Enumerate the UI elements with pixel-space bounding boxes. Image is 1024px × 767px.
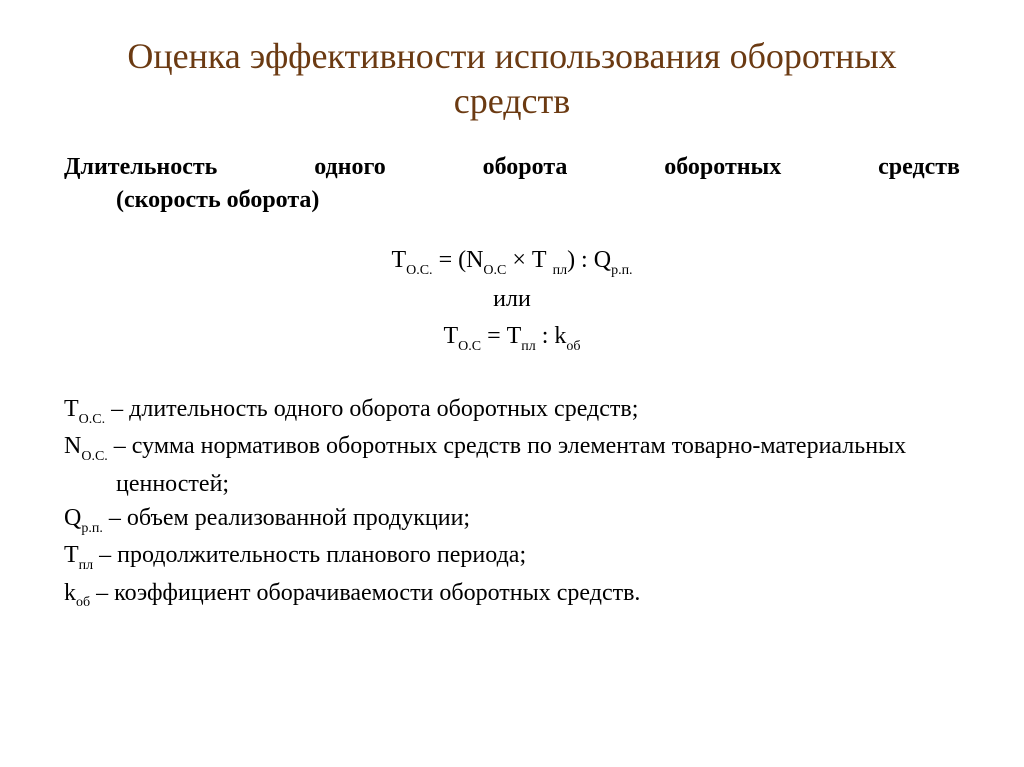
- legend-item-5: kоб – коэффициент оборачиваемости оборот…: [64, 576, 960, 613]
- legend-item-1: ТО.С. – длительность одного оборота обор…: [64, 392, 960, 429]
- l1-text: – длительность одного оборота оборотных …: [105, 396, 638, 422]
- formula-2: ТО.С = Тпл : kоб: [64, 318, 960, 356]
- l3-sub: р.п.: [81, 521, 103, 536]
- f2-eq: = Т: [481, 323, 521, 349]
- formula-1: ТО.С. = (NО.С × Т пл) : Qр.п.: [64, 242, 960, 280]
- l5-base: k: [64, 580, 76, 606]
- legend-item-2: NО.С. – сумма нормативов оборотных средс…: [64, 429, 960, 501]
- l4-sub: пл: [79, 558, 93, 573]
- l4-base: Т: [64, 542, 79, 568]
- l4-text: – продолжительность планового периода;: [93, 542, 526, 568]
- l2-text: – сумма нормативов оборотных средств по …: [108, 433, 906, 496]
- l5-text: – коэффициент оборачиваемости оборотных …: [90, 580, 640, 606]
- l5-sub: об: [76, 595, 90, 610]
- slide-title: Оценка эффективности использования оборо…: [82, 34, 942, 124]
- subtitle-block: Длительность одного оборота оборотных ср…: [64, 152, 960, 214]
- legend-item-3: Qр.п. – объем реализованной продукции;: [64, 501, 960, 538]
- f1-mid: × Т: [506, 247, 552, 273]
- legend-item-4: Тпл – продолжительность планового период…: [64, 538, 960, 575]
- subtitle-line-2: (скорость оборота): [116, 187, 960, 214]
- subtitle-line-1: Длительность одного оборота оборотных ср…: [64, 152, 960, 183]
- f2-left-sub: О.С: [458, 339, 481, 354]
- f1-left-base: Т: [391, 247, 406, 273]
- f1-left-sub: О.С.: [406, 263, 432, 278]
- l2-sub: О.С.: [81, 449, 107, 464]
- f2-k-sub: об: [566, 339, 580, 354]
- formula-block: ТО.С. = (NО.С × Т пл) : Qр.п. или ТО.С =…: [64, 242, 960, 356]
- f1-mid2: ) : Q: [567, 247, 611, 273]
- l1-sub: О.С.: [79, 412, 105, 427]
- f1-n-sub: О.С: [483, 263, 506, 278]
- slide: Оценка эффективности использования оборо…: [0, 0, 1024, 767]
- f1-eq: = (N: [433, 247, 484, 273]
- legend: ТО.С. – длительность одного оборота обор…: [64, 392, 960, 612]
- formula-connector: или: [64, 281, 960, 318]
- f2-mid: : k: [536, 323, 567, 349]
- l3-text: – объем реализованной продукции;: [103, 505, 470, 531]
- l3-base: Q: [64, 505, 81, 531]
- l1-base: Т: [64, 396, 79, 422]
- f1-t-sub: пл: [553, 263, 567, 278]
- f2-left-base: Т: [443, 323, 458, 349]
- l2-base: N: [64, 433, 81, 459]
- f2-t-sub: пл: [521, 339, 535, 354]
- f1-q-sub: р.п.: [611, 263, 633, 278]
